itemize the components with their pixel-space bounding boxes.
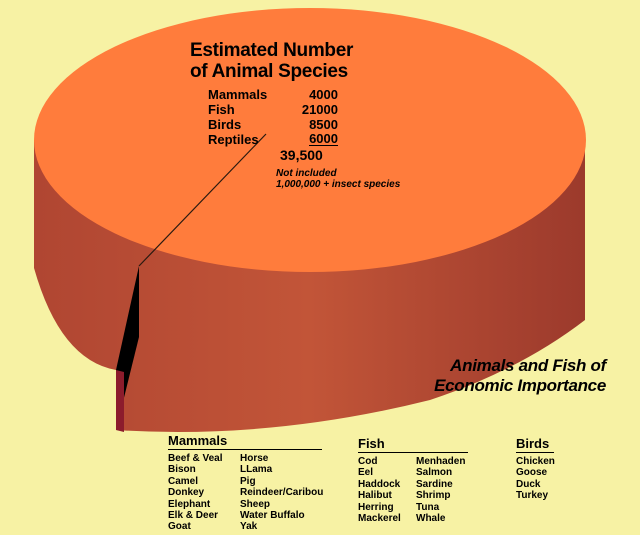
list-item: Sheep bbox=[240, 498, 271, 510]
list-item: Salmon bbox=[416, 467, 453, 479]
count-value: 21000 bbox=[301, 102, 338, 117]
insect-note-line1: Not included bbox=[276, 168, 337, 179]
list-item: Bison bbox=[168, 464, 196, 476]
birds-group: Birds Chicken Goose Duck Turkey bbox=[516, 436, 555, 502]
mammals-heading: Mammals bbox=[168, 433, 322, 450]
species-counts: Mammals 4000 Fish 21000 Birds 8500 Repti… bbox=[208, 87, 338, 147]
count-label: Reptiles bbox=[208, 132, 259, 147]
insect-note-line2: 1,000,000 + insect species bbox=[276, 179, 401, 190]
list-item: Duck bbox=[516, 478, 541, 490]
mammals-group: Mammals Beef & Veal Bison Camel Donkey E… bbox=[168, 433, 323, 533]
list-item: Elk & Deer bbox=[168, 510, 219, 522]
count-value: 4000 bbox=[309, 87, 338, 102]
list-item: Reindeer/Caribou bbox=[240, 487, 324, 499]
mammals-column-1: Beef & Veal Bison Camel Donkey Elephant … bbox=[168, 453, 240, 533]
economic-title-line2: Economic Importance bbox=[434, 376, 606, 395]
fish-column-2: Menhaden Salmon Sardine Shrimp Tuna Whal… bbox=[416, 456, 465, 524]
list-item: Eel bbox=[358, 467, 374, 479]
list-item: Turkey bbox=[516, 490, 549, 502]
insect-note: Not included 1,000,000 + insect species bbox=[276, 168, 400, 190]
economic-importance-title: Animals and Fish of Economic Importance bbox=[388, 356, 606, 396]
list-item: Water Buffalo bbox=[240, 510, 305, 522]
list-item: Yak bbox=[240, 521, 258, 533]
list-item: Shrimp bbox=[416, 490, 451, 502]
list-item: Menhaden bbox=[416, 456, 466, 467]
list-item: Elephant bbox=[168, 498, 211, 510]
count-label: Fish bbox=[208, 102, 235, 117]
birds-heading: Birds bbox=[516, 436, 554, 453]
count-label: Mammals bbox=[208, 87, 268, 102]
species-title-line1: Estimated Number bbox=[190, 40, 354, 61]
list-item: LLama bbox=[240, 464, 273, 476]
list-item: Cod bbox=[358, 456, 378, 467]
fish-group: Fish Cod Eel Haddock Halibut Herring Mac… bbox=[358, 436, 468, 524]
list-item: Donkey bbox=[168, 487, 205, 499]
cylinder-top-face bbox=[34, 8, 586, 272]
list-item: Beef & Veal bbox=[168, 453, 223, 464]
species-total: 39,500 bbox=[280, 147, 323, 163]
slice-edge bbox=[116, 370, 124, 432]
list-item: Goat bbox=[168, 521, 191, 533]
list-item: Sardine bbox=[416, 478, 453, 490]
list-item: Herring bbox=[358, 501, 394, 513]
list-item: Horse bbox=[240, 453, 269, 464]
economic-title-line1: Animals and Fish of bbox=[450, 356, 606, 375]
count-label: Birds bbox=[208, 117, 242, 132]
list-item: Whale bbox=[416, 513, 446, 525]
mammals-column-2: Horse LLama Pig Reindeer/Caribou Sheep W… bbox=[240, 453, 323, 533]
count-row: Reptiles 6000 bbox=[208, 132, 338, 147]
count-value: 6000 bbox=[309, 131, 338, 146]
list-item: Haddock bbox=[358, 478, 401, 490]
list-item: Mackerel bbox=[358, 513, 401, 525]
species-title-line2: of Animal Species bbox=[190, 61, 348, 82]
count-row: Birds 8500 bbox=[208, 117, 338, 132]
list-item: Goose bbox=[516, 467, 548, 479]
species-title: Estimated Number of Animal Species bbox=[190, 40, 353, 82]
slice-cut-line bbox=[138, 133, 267, 267]
fish-heading: Fish bbox=[358, 436, 468, 453]
count-row: Fish 21000 bbox=[208, 102, 338, 117]
fish-column-1: Cod Eel Haddock Halibut Herring Mackerel bbox=[358, 456, 416, 524]
list-item: Chicken bbox=[516, 456, 555, 467]
list-item: Camel bbox=[168, 475, 199, 487]
list-item: Halibut bbox=[358, 490, 392, 502]
list-item: Tuna bbox=[416, 501, 440, 513]
list-item: Pig bbox=[240, 475, 256, 487]
birds-column-1: Chicken Goose Duck Turkey bbox=[516, 456, 555, 502]
count-value: 8500 bbox=[309, 117, 338, 132]
count-row: Mammals 4000 bbox=[208, 87, 338, 102]
